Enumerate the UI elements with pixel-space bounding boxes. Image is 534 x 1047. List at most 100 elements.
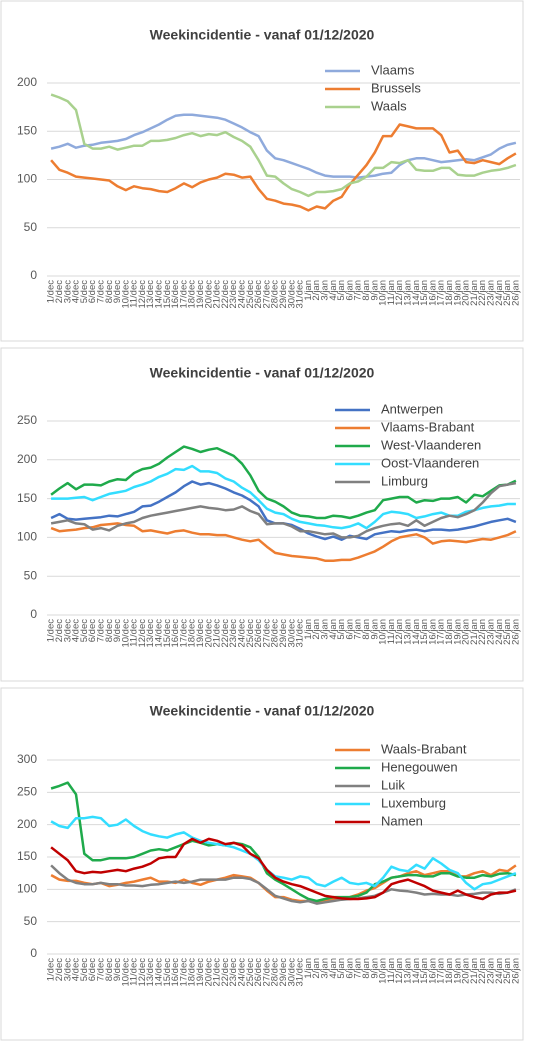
x-tick-label: 1/jan (303, 280, 314, 301)
x-tick-label: 23/jan (485, 619, 496, 645)
x-tick-label: 14/jan (411, 958, 422, 984)
x-tick-label: 8/dec (104, 619, 115, 642)
x-tick-label: 1/dec (46, 280, 57, 303)
x-tick-label: 15/jan (419, 619, 430, 645)
x-tick-label: 5/jan (336, 619, 347, 640)
legend-label: Luik (381, 777, 405, 792)
x-tick-label: 25/jan (502, 280, 513, 306)
legend-label: Waals-Brabant (381, 741, 467, 756)
x-tick-label: 23/dec (228, 280, 239, 309)
x-tick-label: 13/dec (145, 619, 156, 648)
x-tick-label: 15/jan (419, 958, 430, 984)
x-tick-label: 22/dec (220, 958, 231, 987)
x-tick-label: 11/jan (386, 619, 397, 644)
x-tick-label: 26/jan (510, 958, 521, 984)
x-tick-label: 16/jan (427, 280, 438, 306)
x-tick-label: 24/dec (237, 619, 248, 648)
x-tick-label: 8/dec (104, 280, 115, 303)
x-tick-label: 21/jan (469, 619, 480, 645)
series-line (50, 522, 517, 562)
x-tick-label: 28/dec (270, 280, 281, 309)
x-tick-label: 19/dec (195, 280, 206, 309)
x-tick-label: 7/dec (95, 619, 106, 642)
x-tick-label: 2/dec (54, 280, 65, 303)
x-tick-label: 24/dec (237, 280, 248, 309)
x-tick-label: 6/jan (344, 280, 355, 301)
legend-label: West-Vlaanderen (381, 437, 481, 452)
x-tick-label: 18/dec (187, 958, 198, 987)
x-tick-label: 19/dec (195, 619, 206, 648)
y-tick-label: 50 (24, 220, 38, 234)
x-tick-label: 13/dec (145, 958, 156, 987)
x-tick-label: 20/dec (203, 958, 214, 987)
x-tick-label: 14/jan (411, 280, 422, 306)
series-line (50, 123, 517, 212)
legend-label: Limburg (381, 473, 428, 488)
x-tick-label: 4/dec (71, 280, 82, 303)
x-tick-label: 13/jan (402, 958, 413, 984)
x-tick-label: 1/dec (46, 958, 57, 981)
x-tick-label: 17/dec (178, 280, 189, 309)
y-tick-label: 100 (17, 172, 37, 186)
x-tick-label: 25/dec (245, 280, 256, 309)
x-tick-label: 10/dec (120, 958, 131, 987)
x-tick-label: 22/jan (477, 280, 488, 306)
x-tick-label: 6/dec (87, 280, 98, 303)
chart-title: Weekincidentie - vanaf 01/12/2020 (150, 27, 375, 43)
series-line (50, 445, 517, 520)
x-tick-label: 15/dec (162, 280, 173, 309)
x-tick-label: 3/dec (62, 958, 73, 981)
y-tick-label: 250 (17, 413, 37, 427)
x-tick-label: 14/dec (154, 619, 165, 648)
x-tick-label: 21/dec (212, 619, 223, 648)
x-tick-label: 6/jan (344, 619, 355, 640)
x-tick-label: 9/dec (112, 280, 123, 303)
x-tick-label: 4/dec (71, 958, 82, 981)
x-tick-label: 4/jan (328, 280, 339, 301)
x-tick-label: 4/jan (328, 619, 339, 640)
x-tick-label: 10/dec (120, 619, 131, 648)
x-tick-label: 20/dec (203, 280, 214, 309)
x-tick-label: 31/dec (295, 619, 306, 648)
x-tick-label: 14/dec (154, 958, 165, 987)
series-line (50, 781, 517, 903)
legend-label: Oost-Vlaanderen (381, 455, 479, 470)
x-tick-label: 11/dec (129, 619, 140, 647)
y-tick-label: 150 (17, 849, 37, 863)
x-tick-label: 1/dec (46, 619, 57, 642)
x-tick-label: 24/jan (494, 280, 505, 306)
legend-label: Vlaams (371, 62, 415, 77)
x-tick-label: 26/dec (253, 280, 264, 309)
x-tick-label: 23/dec (228, 619, 239, 648)
x-tick-label: 22/dec (220, 280, 231, 309)
x-tick-label: 21/dec (212, 280, 223, 309)
x-tick-label: 10/jan (378, 619, 389, 645)
x-tick-label: 18/jan (444, 280, 455, 306)
y-tick-label: 0 (30, 268, 37, 282)
x-tick-label: 6/jan (344, 958, 355, 979)
x-tick-label: 20/jan (461, 619, 472, 645)
x-tick-label: 5/dec (79, 280, 90, 303)
x-tick-label: 20/jan (461, 280, 472, 306)
x-tick-label: 9/jan (369, 958, 380, 979)
x-tick-label: 15/dec (162, 958, 173, 987)
x-tick-label: 19/jan (452, 280, 463, 306)
x-tick-label: 6/dec (87, 619, 98, 642)
x-tick-label: 12/jan (394, 280, 405, 306)
x-tick-label: 30/dec (286, 619, 297, 648)
x-tick-label: 3/jan (320, 958, 331, 979)
x-tick-label: 11/jan (386, 958, 397, 983)
legend-label: Vlaams-Brabant (381, 419, 475, 434)
x-tick-label: 22/jan (477, 958, 488, 984)
x-tick-label: 1/jan (303, 958, 314, 979)
x-tick-label: 5/dec (79, 619, 90, 642)
x-tick-label: 16/dec (170, 280, 181, 309)
x-tick-label: 12/dec (137, 958, 148, 987)
x-tick-label: 9/dec (112, 958, 123, 981)
x-tick-label: 30/dec (286, 958, 297, 987)
legend-label: Antwerpen (381, 401, 443, 416)
x-tick-label: 22/jan (477, 619, 488, 645)
x-tick-label: 3/jan (320, 280, 331, 301)
chart-title: Weekincidentie - vanaf 01/12/2020 (150, 703, 375, 719)
